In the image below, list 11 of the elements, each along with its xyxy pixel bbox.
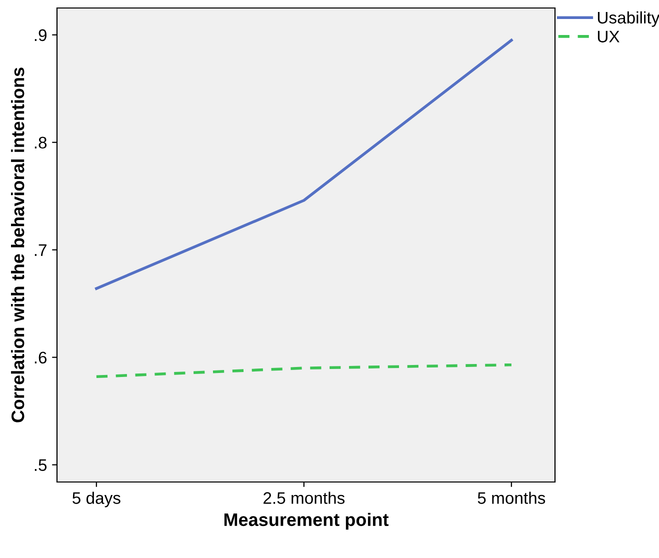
y-tick-label: .6	[34, 352, 47, 364]
x-tick-label: 5 months	[478, 492, 546, 504]
y-tick-label: .5	[34, 459, 47, 472]
legend-label: UX	[598, 30, 620, 42]
y-tick-label: .7	[34, 244, 46, 256]
x-axis-title: Measurement point	[224, 512, 389, 530]
x-tick-label: 5 days	[72, 492, 120, 508]
y-axis-title: Correlation with the behavioral intentions	[10, 68, 24, 422]
y-tick-label: .8	[34, 136, 47, 149]
y-tick-label: .9	[34, 29, 46, 42]
x-tick-label: 2.5 months	[264, 492, 345, 504]
